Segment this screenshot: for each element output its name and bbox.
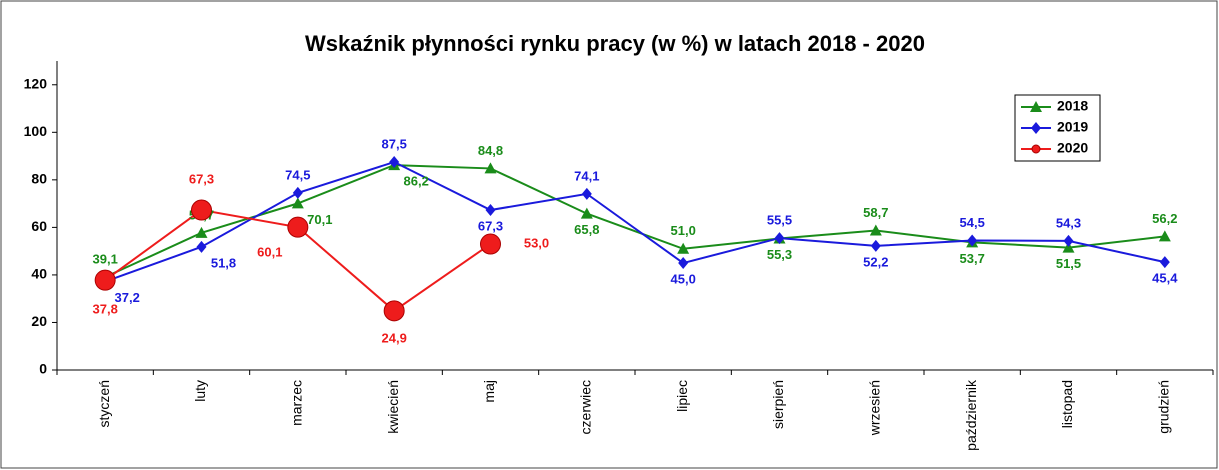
- x-tick-label: luty: [192, 380, 208, 402]
- point: [677, 242, 690, 254]
- point: [678, 257, 689, 270]
- data-label: 60,1: [257, 245, 282, 260]
- y-tick-label: 40: [31, 266, 47, 282]
- x-tick-label: wrzesień: [867, 380, 883, 436]
- point: [1159, 256, 1170, 269]
- point: [1158, 230, 1171, 242]
- data-label: 24,9: [382, 330, 407, 345]
- data-label: 45,0: [671, 271, 696, 286]
- y-tick-label: 120: [24, 75, 48, 91]
- data-label: 52,2: [863, 254, 888, 269]
- point: [967, 234, 978, 247]
- y-tick-label: 0: [39, 361, 47, 377]
- data-label: 39,1: [93, 251, 118, 266]
- point: [870, 239, 881, 252]
- point: [94, 269, 116, 291]
- data-label: 67,3: [189, 171, 214, 186]
- x-tick-label: lipiec: [674, 380, 690, 412]
- data-label: 58,7: [863, 205, 888, 220]
- legend-marker: [1031, 122, 1041, 134]
- point: [485, 204, 496, 217]
- point: [389, 156, 400, 169]
- point: [191, 199, 212, 221]
- legend-label: 2020: [1057, 140, 1088, 156]
- x-tick-label: czerwiec: [578, 380, 594, 434]
- y-tick-label: 20: [31, 313, 47, 329]
- x-tick-label: sierpień: [770, 380, 786, 429]
- y-tick-label: 60: [31, 218, 47, 234]
- x-tick-label: kwiecień: [385, 380, 401, 434]
- data-label: 37,2: [115, 290, 140, 305]
- point: [292, 186, 303, 199]
- data-label: 37,8: [93, 302, 118, 317]
- point: [580, 207, 593, 219]
- data-label: 53,0: [524, 235, 549, 250]
- y-tick-label: 100: [24, 123, 48, 139]
- point: [1063, 234, 1074, 247]
- legend-label: 2018: [1057, 98, 1088, 114]
- point: [1062, 241, 1075, 253]
- legend-marker: [1031, 144, 1041, 154]
- data-label: 74,1: [574, 168, 599, 183]
- data-label: 87,5: [382, 136, 407, 151]
- chart-title: Wskaźnik płynności rynku pracy (w %) w l…: [305, 31, 925, 56]
- point: [291, 197, 304, 209]
- data-label: 51,0: [671, 223, 696, 238]
- data-label: 54,3: [1056, 215, 1081, 230]
- point: [383, 300, 405, 322]
- data-label: 56,2: [1152, 211, 1177, 226]
- legend-label: 2019: [1057, 119, 1088, 135]
- data-label: 55,3: [767, 247, 792, 262]
- y-tick-label: 80: [31, 171, 47, 187]
- point: [581, 187, 592, 200]
- data-label: 67,3: [478, 218, 503, 233]
- x-tick-label: styczeń: [96, 380, 112, 427]
- data-label: 45,4: [1152, 271, 1178, 286]
- x-tick-label: grudzień: [1156, 380, 1172, 434]
- legend-marker: [1030, 101, 1042, 112]
- x-tick-label: październik: [963, 379, 979, 451]
- series-line: [104, 164, 1165, 278]
- point: [480, 233, 501, 255]
- data-label: 53,7: [960, 251, 985, 266]
- data-label: 51,8: [211, 255, 236, 270]
- x-tick-label: marzec: [289, 380, 305, 426]
- data-label: 84,8: [478, 143, 503, 158]
- data-label: 86,2: [404, 174, 429, 189]
- x-tick-label: listopad: [1059, 380, 1075, 428]
- series-line: [104, 160, 1166, 283]
- data-label: 70,1: [307, 212, 332, 227]
- point: [287, 216, 309, 238]
- point: [484, 162, 497, 174]
- data-label: 55,5: [767, 213, 792, 228]
- data-label: 65,8: [574, 222, 599, 237]
- point: [195, 226, 208, 238]
- x-tick-label: maj: [481, 380, 497, 403]
- point: [869, 224, 882, 236]
- data-label: 74,5: [285, 167, 310, 182]
- data-label: 51,5: [1056, 256, 1081, 271]
- data-label: 54,5: [960, 215, 985, 230]
- point: [196, 240, 207, 253]
- point: [774, 232, 785, 245]
